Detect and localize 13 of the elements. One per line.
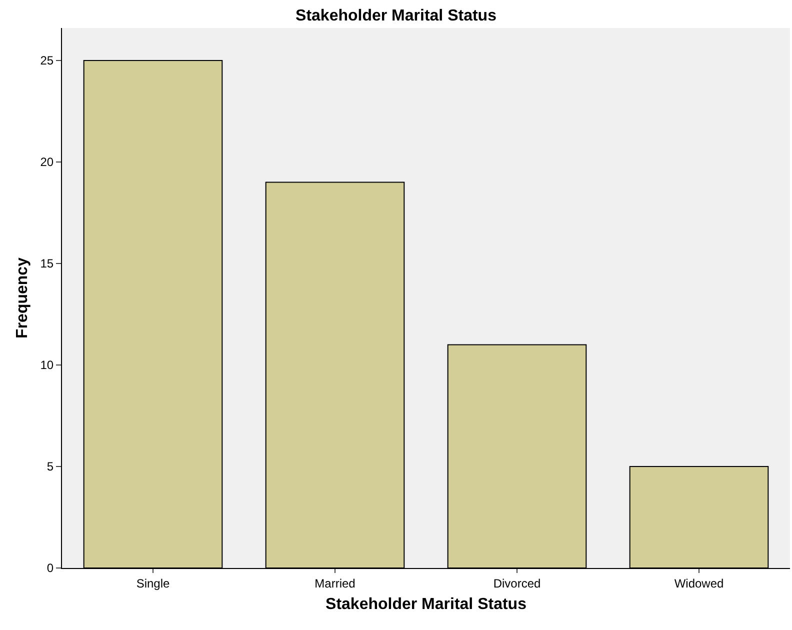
x-tick-label: Single [136,576,170,590]
chart-title: Stakeholder Marital Status [296,8,497,25]
x-tick-label: Married [314,576,356,590]
x-tick-label: Widowed [674,576,724,590]
x-axis-title: Stakeholder Marital Status [326,596,527,614]
x-tick-label: Divorced [493,576,541,590]
y-tick-label: 0 [46,561,54,576]
y-tick-label: 20 [40,155,54,170]
y-tick-label: 25 [40,54,54,68]
y-tick-label: 5 [46,460,54,474]
y-axis-title: Frequency [14,257,32,338]
y-tick-label: 15 [40,256,54,271]
y-tick-label: 10 [40,358,54,372]
